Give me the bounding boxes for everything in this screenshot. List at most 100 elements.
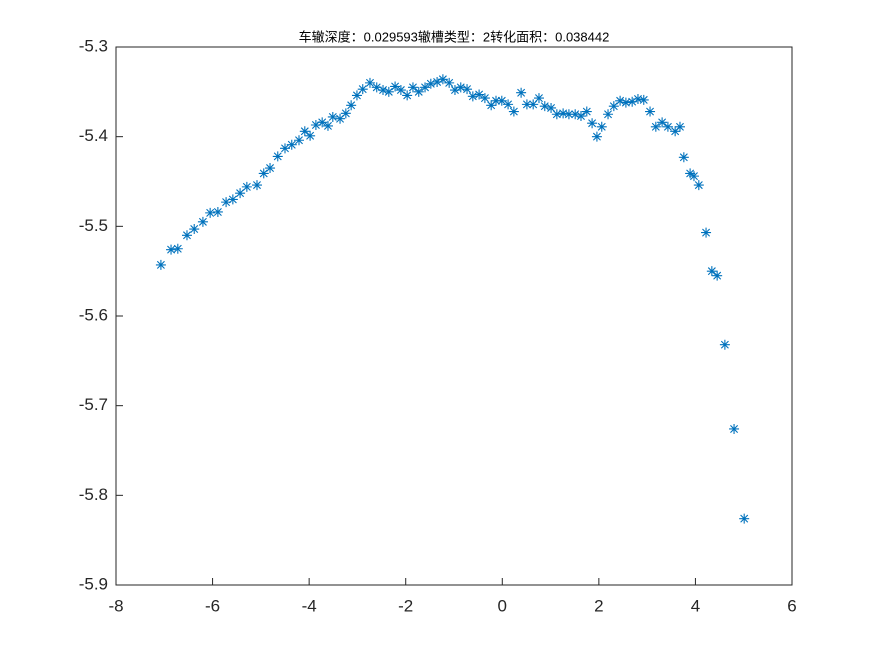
x-tick-label: 0	[498, 596, 507, 615]
y-tick-label: -5.5	[79, 216, 108, 235]
point	[432, 76, 443, 87]
point	[693, 180, 704, 191]
point	[739, 513, 750, 524]
y-tick-label: -5.8	[79, 485, 108, 504]
point	[241, 181, 252, 192]
point	[587, 118, 598, 129]
point	[305, 130, 316, 141]
point	[205, 207, 216, 218]
point	[591, 131, 602, 142]
point	[340, 108, 351, 119]
y-tick-label: -5.6	[79, 305, 108, 324]
point	[701, 227, 712, 238]
point	[474, 89, 485, 100]
point	[251, 180, 262, 191]
point	[272, 151, 283, 162]
point	[581, 106, 592, 117]
point	[638, 94, 649, 105]
point	[425, 78, 436, 89]
point	[496, 95, 507, 106]
point	[462, 84, 473, 95]
point	[516, 87, 527, 98]
chart-title: 车辙深度：0.029593辙槽类型：2转化面积：0.038442	[299, 29, 610, 44]
point	[420, 82, 431, 93]
point	[335, 113, 346, 124]
point	[310, 120, 321, 131]
y-tick-label: -5.4	[79, 126, 108, 145]
point	[467, 91, 478, 102]
point	[712, 270, 723, 281]
point	[729, 423, 740, 434]
x-tick-label: 2	[594, 596, 603, 615]
point	[719, 339, 730, 350]
point	[627, 96, 638, 107]
point	[189, 224, 200, 235]
point	[650, 121, 661, 132]
point	[221, 197, 232, 208]
point	[197, 216, 208, 227]
point	[172, 243, 183, 254]
point	[378, 85, 389, 96]
point	[437, 74, 448, 85]
point	[491, 95, 502, 106]
x-tick-label: -4	[302, 596, 317, 615]
point	[395, 85, 406, 96]
y-tick-label: -5.7	[79, 395, 108, 414]
point	[546, 102, 557, 113]
point	[632, 94, 643, 105]
point	[383, 86, 394, 97]
point	[503, 99, 514, 110]
point	[455, 82, 466, 93]
point	[603, 109, 614, 120]
point	[521, 99, 532, 110]
point	[364, 77, 375, 88]
point	[645, 106, 656, 117]
point	[563, 109, 574, 120]
point	[402, 90, 413, 101]
point	[299, 126, 310, 137]
plot-area	[115, 46, 793, 586]
point	[533, 93, 544, 104]
x-tick-label: 6	[787, 596, 796, 615]
point	[265, 163, 276, 174]
point	[327, 111, 338, 122]
x-tick-label: -2	[398, 596, 413, 615]
point	[258, 168, 269, 179]
point	[357, 84, 368, 95]
point	[212, 206, 223, 217]
point	[166, 244, 177, 255]
point	[551, 109, 562, 120]
point	[322, 120, 333, 131]
point	[371, 82, 382, 93]
point	[294, 135, 305, 146]
x-tick-label: -6	[205, 596, 220, 615]
point	[528, 99, 539, 110]
point	[539, 101, 550, 112]
point	[615, 95, 626, 106]
point	[670, 126, 681, 137]
point	[662, 121, 673, 132]
point	[181, 230, 192, 241]
point	[227, 194, 238, 205]
point	[390, 81, 401, 92]
point	[685, 168, 696, 179]
point	[508, 106, 519, 117]
point	[317, 117, 328, 128]
point	[155, 259, 166, 270]
point	[449, 85, 460, 96]
y-tick-label: -5.3	[79, 36, 108, 55]
point	[706, 266, 717, 277]
point	[608, 101, 619, 112]
point	[570, 109, 581, 120]
point	[674, 121, 685, 132]
point	[575, 111, 586, 122]
point	[596, 121, 607, 132]
point	[407, 82, 418, 93]
point	[688, 171, 699, 182]
point	[558, 108, 569, 119]
point	[486, 100, 497, 111]
point	[620, 97, 631, 108]
point	[678, 152, 689, 163]
